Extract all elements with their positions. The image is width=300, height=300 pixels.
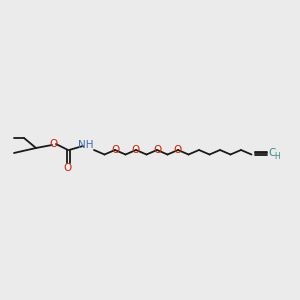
Text: C: C	[268, 148, 275, 158]
Text: O: O	[132, 145, 140, 155]
Text: O: O	[174, 145, 182, 155]
Text: O: O	[111, 145, 119, 155]
Text: O: O	[50, 139, 58, 149]
Text: H: H	[274, 152, 280, 161]
Text: O: O	[153, 145, 161, 155]
Text: O: O	[64, 163, 72, 173]
Text: NH: NH	[78, 140, 94, 150]
